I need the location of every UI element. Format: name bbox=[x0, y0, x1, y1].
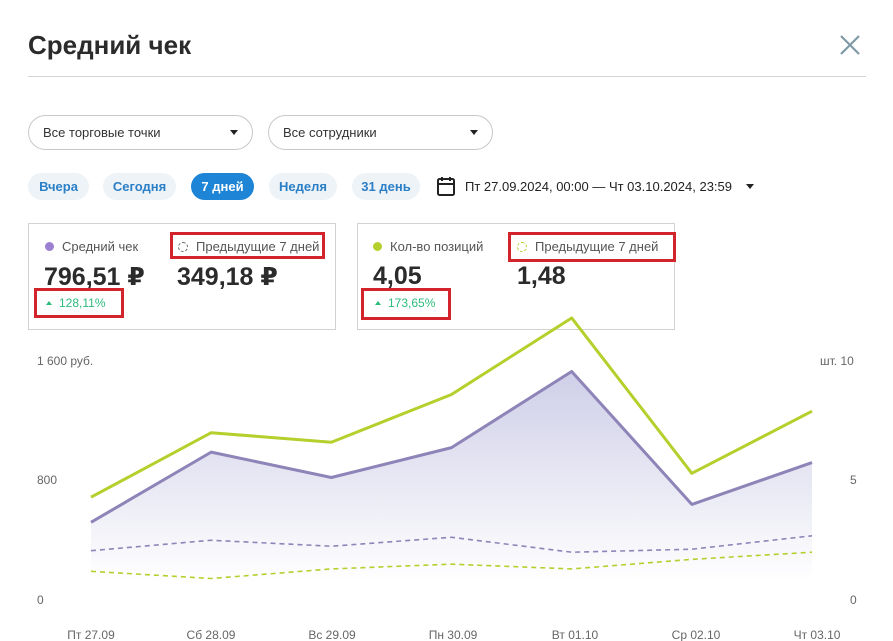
positions-prev-label: Предыдущие 7 дней bbox=[535, 239, 659, 254]
avg-check-delta-value: 128,11% bbox=[59, 296, 106, 310]
legend-dot bbox=[373, 242, 382, 251]
highlight-box bbox=[170, 232, 325, 259]
chevron-down-icon bbox=[746, 183, 755, 189]
series-line-3 bbox=[90, 551, 813, 580]
avg-check-prev-label: Предыдущие 7 дней bbox=[196, 239, 320, 254]
legend-dot bbox=[45, 242, 54, 251]
avg-check-legend: Средний чек bbox=[45, 239, 138, 254]
avg-check-prev-legend: Предыдущие 7 дней bbox=[178, 239, 319, 254]
chevron-down-icon bbox=[470, 130, 478, 135]
series-line-2 bbox=[90, 534, 813, 554]
period-today[interactable]: Сегодня bbox=[103, 173, 176, 200]
positions-value: 4,05 bbox=[373, 262, 422, 290]
period-7-days[interactable]: 7 дней bbox=[191, 173, 254, 200]
positions-delta: 173,65% bbox=[375, 296, 435, 310]
avg-check-delta: 128,11% bbox=[46, 296, 105, 310]
close-icon[interactable] bbox=[838, 33, 862, 57]
x-axis-tick: Пт 27.09 bbox=[67, 628, 115, 641]
x-axis-tick: Вт 01.10 bbox=[551, 628, 599, 641]
avg-check-value: 796,51 ₽ bbox=[44, 263, 145, 291]
avg-check-label: Средний чек bbox=[62, 239, 139, 254]
right-axis-tick: 0 bbox=[850, 593, 857, 607]
left-axis-tick: 800 bbox=[37, 473, 58, 487]
positions-label: Кол-во позиций bbox=[390, 239, 484, 254]
right-axis-tick: 5 bbox=[850, 473, 857, 487]
avg-check-prev-value: 349,18 ₽ bbox=[177, 263, 278, 291]
x-axis-tick: Чт 03.10 bbox=[793, 628, 841, 641]
highlight-box bbox=[508, 232, 676, 262]
series-line-0 bbox=[90, 369, 813, 524]
positions-prev-value: 1,48 bbox=[517, 262, 566, 290]
page-title: Средний чек bbox=[28, 30, 192, 60]
highlight-box bbox=[361, 288, 451, 320]
triangle-up-icon bbox=[375, 301, 381, 305]
positions-delta-value: 173,65% bbox=[388, 296, 436, 310]
store-select-value: Все торговые точки bbox=[43, 125, 161, 140]
left-axis-tick: 1 600 руб. bbox=[37, 354, 94, 368]
series-line-1 bbox=[90, 316, 813, 499]
triangle-up-icon bbox=[46, 301, 52, 305]
date-range-picker[interactable]: Пт 27.09.2024, 00:00 — Чт 03.10.2024, 23… bbox=[437, 176, 755, 196]
right-axis-tick: шт. 10 bbox=[820, 354, 854, 368]
x-axis-tick: Пн 30.09 bbox=[428, 628, 478, 641]
header-divider bbox=[28, 76, 866, 77]
period-31-days[interactable]: 31 день bbox=[352, 173, 420, 200]
avg-check-card: Средний чек Предыдущие 7 дней 796,51 ₽ 3… bbox=[28, 223, 336, 330]
positions-prev-legend: Предыдущие 7 дней bbox=[517, 239, 658, 254]
avg-check-area bbox=[91, 371, 812, 582]
calendar-icon bbox=[437, 177, 455, 196]
x-axis-tick: Вс 29.09 bbox=[308, 628, 356, 641]
positions-legend: Кол-во позиций bbox=[373, 239, 483, 254]
employee-select[interactable]: Все сотрудники bbox=[268, 115, 493, 150]
x-axis-tick: Ср 02.10 bbox=[671, 628, 721, 641]
legend-dot-dashed bbox=[517, 241, 527, 252]
highlight-box bbox=[34, 288, 124, 318]
x-axis-tick: Сб 28.09 bbox=[186, 628, 236, 641]
date-range-text: Пт 27.09.2024, 00:00 — Чт 03.10.2024, 23… bbox=[465, 178, 733, 194]
chevron-down-icon bbox=[230, 130, 238, 135]
period-week[interactable]: Неделя bbox=[269, 173, 337, 200]
positions-card: Кол-во позиций Предыдущие 7 дней 4,05 1,… bbox=[357, 223, 675, 330]
legend-dot-dashed bbox=[178, 241, 188, 252]
period-yesterday[interactable]: Вчера bbox=[28, 173, 89, 200]
employee-select-value: Все сотрудники bbox=[283, 125, 377, 140]
left-axis-tick: 0 bbox=[37, 593, 44, 607]
store-select[interactable]: Все торговые точки bbox=[28, 115, 253, 150]
